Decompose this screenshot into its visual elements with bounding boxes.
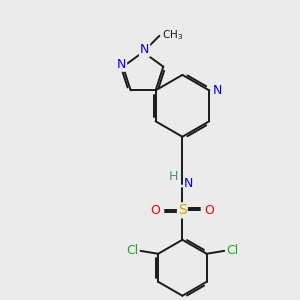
- Text: N: N: [213, 84, 222, 97]
- Text: N: N: [117, 58, 126, 71]
- Text: O: O: [205, 204, 214, 217]
- Text: N: N: [184, 177, 194, 190]
- Text: CH$_3$: CH$_3$: [162, 28, 183, 42]
- Text: Cl: Cl: [126, 244, 138, 257]
- Text: Cl: Cl: [226, 244, 238, 257]
- Text: S: S: [178, 203, 187, 218]
- Text: H: H: [169, 170, 178, 183]
- Text: O: O: [150, 204, 160, 217]
- Text: N: N: [140, 43, 149, 56]
